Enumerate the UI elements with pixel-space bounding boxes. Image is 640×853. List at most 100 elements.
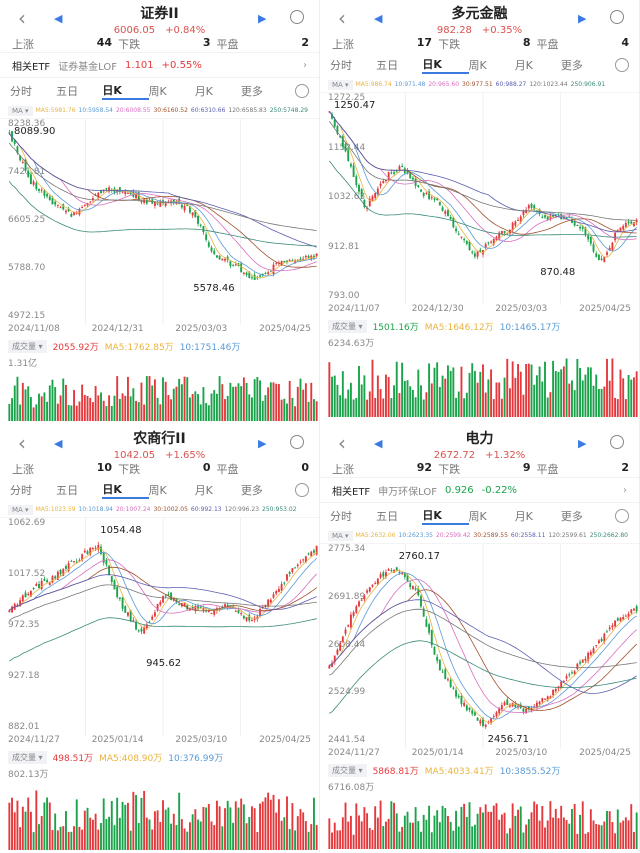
volume-bar <box>568 383 571 417</box>
candle <box>264 272 267 274</box>
tab-4[interactable]: 月K <box>194 484 213 497</box>
tab-1[interactable]: 五日 <box>56 85 79 98</box>
tab-1[interactable]: 五日 <box>56 484 79 497</box>
volume-dropdown[interactable]: 成交量 ▾ <box>8 750 47 764</box>
tab-3[interactable]: 周K <box>148 484 167 497</box>
candle <box>70 560 73 562</box>
prev-arrow-icon[interactable]: ◀ <box>374 437 383 450</box>
chevron-right-icon[interactable]: › <box>303 59 307 71</box>
settings-icon[interactable] <box>295 84 310 98</box>
back-icon[interactable]: ‹ <box>18 431 26 455</box>
tab-0[interactable]: 分时 <box>10 484 32 497</box>
candle <box>54 576 57 579</box>
settings-icon[interactable] <box>615 58 630 72</box>
x-axis: 2024/11/08 2024/12/31 2025/03/03 2025/04/25 <box>0 324 319 338</box>
kline-chart[interactable]: 1062.69 1017.52 972.35 927.18 882.01 1054.48… <box>0 517 319 736</box>
volume-ma5: MA5:1646.12万 <box>424 322 494 333</box>
volume-bar <box>422 399 425 417</box>
tab-5[interactable]: 更多 <box>560 510 583 523</box>
kline-chart[interactable]: 2775.34 2691.89 2608.44 2524.99 2441.54 2760… <box>320 543 639 749</box>
tab-2[interactable]: 日K <box>422 507 469 525</box>
candle <box>32 587 35 589</box>
volume-bar <box>589 367 592 417</box>
tab-4[interactable]: 月K <box>194 85 213 98</box>
volume-chart[interactable]: 6234.63万 <box>320 334 639 417</box>
ma-value: 30:1002.05 <box>153 506 188 513</box>
volume-dropdown[interactable]: 成交量 ▾ <box>328 319 367 333</box>
volume-bar <box>183 828 186 850</box>
candle <box>11 606 13 613</box>
tab-5[interactable]: 更多 <box>240 85 263 98</box>
volume-bar <box>530 812 533 849</box>
candle <box>191 606 194 609</box>
tab-2[interactable]: 日K <box>102 481 149 499</box>
volume-bar <box>457 826 460 849</box>
next-arrow-icon[interactable]: ▶ <box>258 12 267 25</box>
tab-3[interactable]: 周K <box>468 510 487 523</box>
search-icon[interactable] <box>610 435 624 449</box>
tab-0[interactable]: 分时 <box>330 59 352 72</box>
candle <box>533 205 536 210</box>
candle <box>433 647 436 655</box>
volume-bar <box>283 398 286 421</box>
chevron-right-icon[interactable]: › <box>623 484 627 496</box>
volume-bar <box>32 407 35 421</box>
related-etf-row[interactable]: 相关ETF 申万环保LOF 0.926 -0.22% › <box>320 477 639 503</box>
back-icon[interactable]: ‹ <box>338 6 346 30</box>
ma-dropdown[interactable]: MA ▾ <box>8 106 33 116</box>
candle <box>304 255 307 258</box>
tab-1[interactable]: 五日 <box>376 510 399 523</box>
next-arrow-icon[interactable]: ▶ <box>578 437 587 450</box>
volume-dropdown[interactable]: 成交量 ▾ <box>328 763 367 777</box>
back-icon[interactable]: ‹ <box>338 431 346 455</box>
prev-arrow-icon[interactable]: ◀ <box>54 12 63 25</box>
search-icon[interactable] <box>290 10 304 24</box>
volume-bar <box>102 400 105 421</box>
settings-icon[interactable] <box>615 509 630 523</box>
search-icon[interactable] <box>290 435 304 449</box>
prev-arrow-icon[interactable]: ◀ <box>374 12 383 25</box>
tab-2[interactable]: 日K <box>422 56 469 74</box>
volume-chart[interactable]: 1.31亿 <box>0 354 319 421</box>
kline-chart[interactable]: 8238.36 7421.81 6605.25 5788.70 4972.15 8089… <box>0 118 319 325</box>
candle <box>164 202 167 206</box>
tab-5[interactable]: 更多 <box>240 484 263 497</box>
next-arrow-icon[interactable]: ▶ <box>578 12 587 25</box>
tab-3[interactable]: 周K <box>148 85 167 98</box>
volume-bar <box>363 807 366 849</box>
related-etf-row[interactable]: 相关ETF 证券基金LOF 1.101 +0.55% › <box>0 52 319 78</box>
volume-bar <box>603 821 606 849</box>
volume-bar <box>213 825 216 850</box>
tab-5[interactable]: 更多 <box>560 59 583 72</box>
y-tick-label: 2691.89 <box>328 591 366 602</box>
next-arrow-icon[interactable]: ▶ <box>258 437 267 450</box>
ma-dropdown[interactable]: MA ▾ <box>8 505 33 515</box>
candle <box>349 163 352 167</box>
tab-4[interactable]: 月K <box>514 510 533 523</box>
volume-chart[interactable]: 6716.08万 <box>320 778 639 849</box>
volume-bar <box>116 797 119 850</box>
tab-3[interactable]: 周K <box>468 59 487 72</box>
ma5-line <box>8 133 317 279</box>
prev-arrow-icon[interactable]: ◀ <box>54 437 63 450</box>
candle <box>148 621 151 623</box>
volume-dropdown[interactable]: 成交量 ▾ <box>8 339 47 353</box>
ma-dropdown[interactable]: MA ▾ <box>328 80 353 90</box>
candle <box>97 192 100 198</box>
back-icon[interactable]: ‹ <box>18 6 26 30</box>
tab-2[interactable]: 日K <box>102 82 149 100</box>
tab-0[interactable]: 分时 <box>10 85 32 98</box>
candle <box>143 627 146 634</box>
tab-4[interactable]: 月K <box>514 59 533 72</box>
candle <box>302 559 305 561</box>
volume-chart[interactable]: 802.13万 <box>0 765 319 850</box>
tab-0[interactable]: 分时 <box>330 510 352 523</box>
candle <box>91 198 94 200</box>
ma-dropdown[interactable]: MA ▾ <box>328 531 353 541</box>
y-tick-label: 972.35 <box>8 620 40 630</box>
search-icon[interactable] <box>610 10 624 24</box>
tab-1[interactable]: 五日 <box>376 59 399 72</box>
volume-value: 2055.92万 <box>52 342 99 353</box>
settings-icon[interactable] <box>295 483 310 497</box>
kline-chart[interactable]: 1272.25 1152.44 1032.63 912.81 793.00 1250.4… <box>320 92 639 305</box>
